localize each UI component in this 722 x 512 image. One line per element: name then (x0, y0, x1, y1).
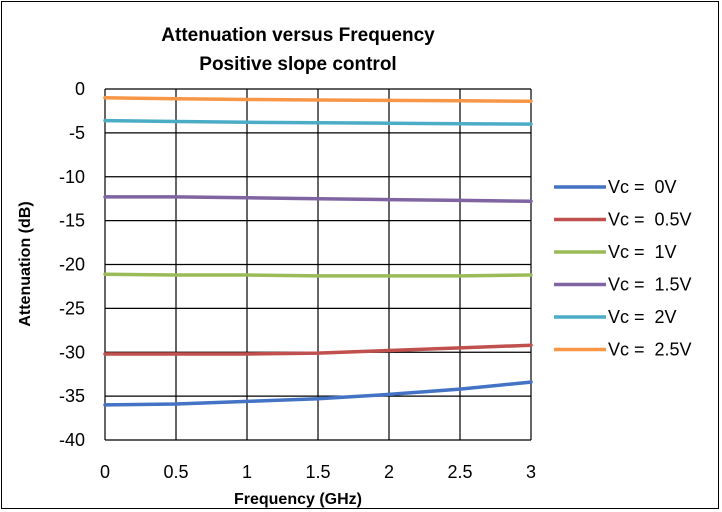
y-tick-label: -15 (59, 211, 85, 231)
y-tick-label: -5 (69, 123, 85, 143)
x-axis-ticks: 0 0.5 1 1.5 2 2.5 3 (100, 462, 536, 482)
x-tick-label: 2.5 (447, 462, 472, 482)
gridlines (104, 88, 532, 441)
y-tick-label: -20 (59, 255, 85, 275)
series-line-3 (103, 195, 533, 204)
series-lines (103, 96, 533, 407)
y-tick-label: -25 (59, 298, 85, 318)
series-line-4 (103, 118, 533, 126)
chart-title: Attenuation versus Frequency (161, 25, 435, 46)
y-tick-label: 0 (75, 79, 85, 99)
series-line-1 (103, 343, 533, 356)
series-line-2 (103, 272, 533, 278)
x-tick-label: 2 (384, 462, 394, 482)
y-tick-label: -40 (59, 430, 85, 450)
y-axis-title: Attenuation (dB) (17, 201, 34, 326)
y-axis-ticks: 0 -5 -10 -15 -20 -25 -30 -35 -40 (59, 79, 85, 450)
legend-label: Vc = 1V (608, 242, 677, 262)
x-tick-label: 3 (526, 462, 536, 482)
chart-subtitle: Positive slope control (199, 54, 396, 75)
y-tick-label: -35 (59, 386, 85, 406)
legend: Vc = 0V Vc = 0.5V Vc = 1V Vc = 1.5V Vc = 2V V… (554, 177, 692, 360)
legend-label: Vc = 1.5V (608, 275, 692, 295)
x-tick-label: 0 (100, 462, 110, 482)
x-tick-label: 1.5 (305, 462, 330, 482)
x-axis-title: Frequency (GHz) (234, 491, 362, 508)
series-line-0 (103, 380, 533, 407)
legend-label: Vc = 0.5V (608, 210, 692, 230)
series-line-5 (103, 96, 533, 104)
legend-label: Vc = 2.5V (608, 340, 692, 360)
x-tick-label: 0.5 (163, 462, 188, 482)
legend-label: Vc = 2V (608, 307, 677, 327)
legend-label: Vc = 0V (608, 177, 677, 197)
y-tick-label: -10 (59, 167, 85, 187)
y-tick-label: -30 (59, 342, 85, 362)
x-tick-label: 1 (242, 462, 252, 482)
